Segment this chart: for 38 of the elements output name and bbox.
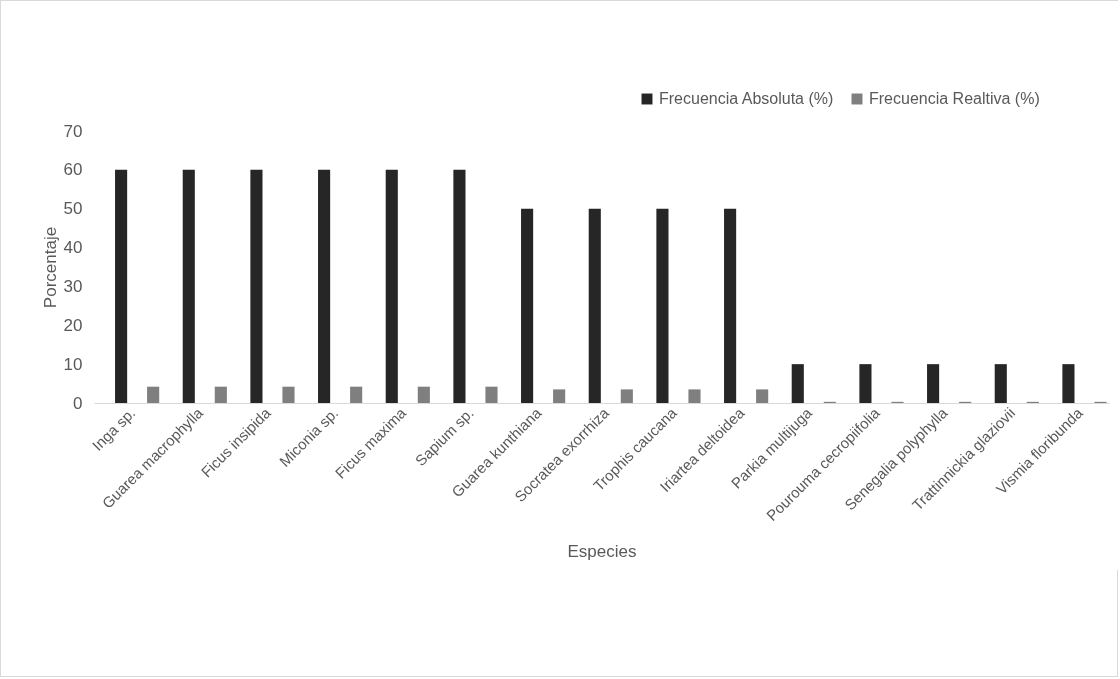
x-axis-title: Especies xyxy=(567,542,637,561)
bar xyxy=(115,169,128,403)
bar xyxy=(588,208,601,403)
x-tick-label: Inga sp. xyxy=(88,404,139,454)
bar xyxy=(994,364,1007,403)
legend-label: Frecuencia Realtiva (%) xyxy=(869,90,1040,107)
bar xyxy=(485,386,498,403)
y-tick-label: 0 xyxy=(73,393,83,413)
legend-label: Frecuencia Absoluta (%) xyxy=(659,90,834,107)
y-tick-label: 20 xyxy=(63,315,83,335)
bar xyxy=(791,364,804,403)
y-axis-title: Porcentaje xyxy=(40,226,60,309)
bar xyxy=(350,386,363,403)
bar xyxy=(656,208,669,403)
y-tick-label: 10 xyxy=(63,354,83,374)
bar xyxy=(859,364,872,403)
bar xyxy=(318,169,331,403)
bar xyxy=(453,169,466,403)
bar xyxy=(521,208,534,403)
bar xyxy=(756,389,769,403)
bar xyxy=(182,169,195,403)
bar xyxy=(282,386,295,403)
bar xyxy=(385,169,398,403)
y-tick-label: 70 xyxy=(63,121,83,141)
y-tick-label: 60 xyxy=(63,160,83,180)
bar xyxy=(214,386,227,403)
bar xyxy=(250,169,263,403)
y-tick-label: 50 xyxy=(63,199,83,219)
bar xyxy=(147,386,160,403)
bar xyxy=(553,389,566,403)
bar xyxy=(688,389,701,403)
y-tick-label: 30 xyxy=(63,276,83,296)
bar xyxy=(927,364,940,403)
bar xyxy=(724,208,737,403)
bar xyxy=(1062,364,1075,403)
y-tick-label: 40 xyxy=(63,238,83,258)
bar xyxy=(417,386,430,403)
bar xyxy=(620,389,633,403)
